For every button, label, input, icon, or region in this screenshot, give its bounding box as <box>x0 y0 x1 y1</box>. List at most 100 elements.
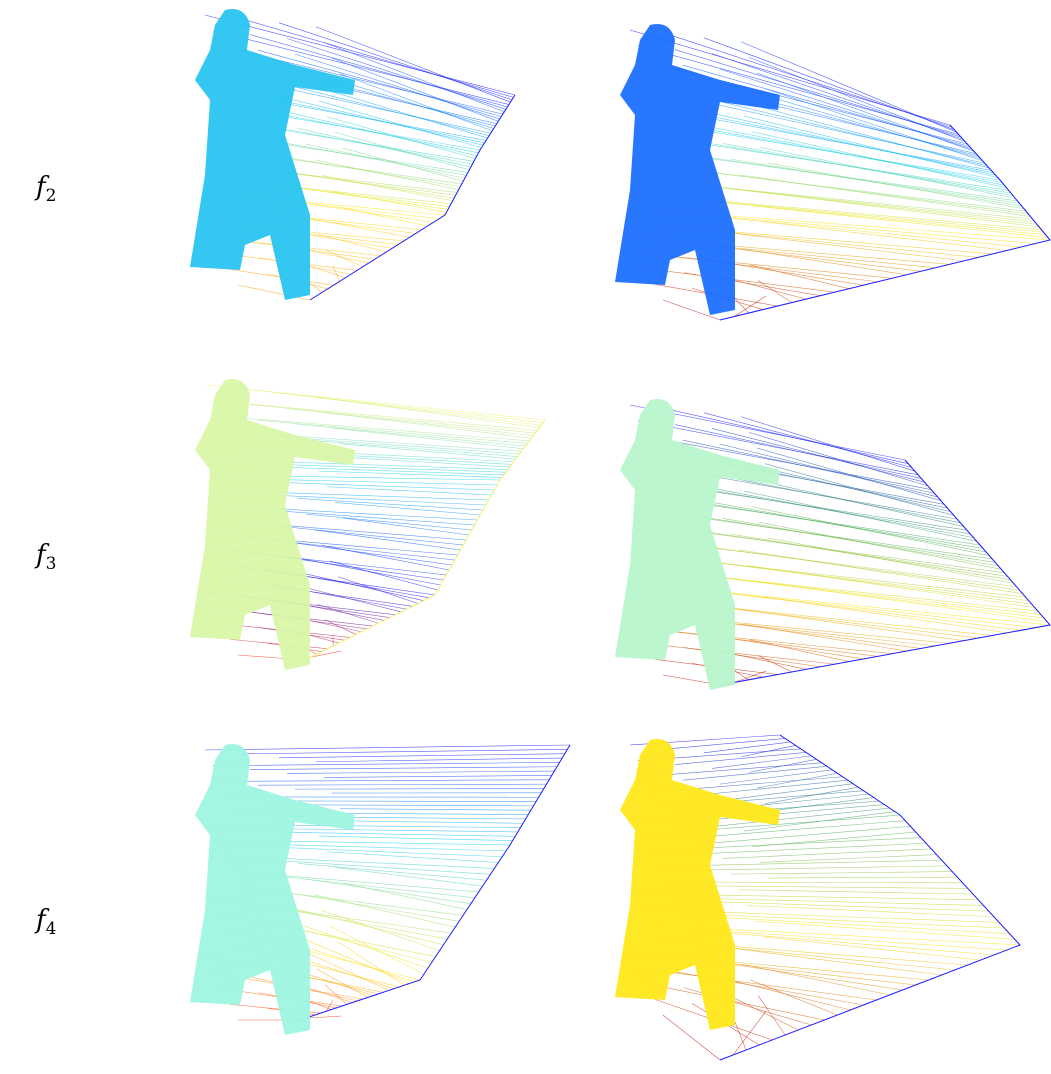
correspondence-line <box>310 650 342 658</box>
correspondence-line <box>323 412 532 439</box>
correspondence-line <box>703 412 912 468</box>
correspondence-line <box>257 783 547 786</box>
panel-r2-c0 <box>190 744 571 1035</box>
correspondence-line <box>746 905 994 918</box>
correspondence-line <box>308 953 389 991</box>
correspondence-line <box>682 766 827 781</box>
correspondence-line <box>696 229 979 258</box>
correspondence-line <box>672 557 1029 601</box>
correspondence-line <box>714 826 911 844</box>
correspondence-line <box>638 967 877 1001</box>
correspondence-line <box>260 494 486 506</box>
correspondence-line <box>738 174 1031 217</box>
correspondence-line <box>709 901 989 912</box>
correspondence-line <box>701 545 1020 591</box>
correspondence-line <box>212 400 538 431</box>
correspondence-line <box>696 944 955 971</box>
correspondence-line <box>662 299 721 321</box>
correspondence-line <box>746 565 1035 608</box>
correspondence-line <box>318 100 482 148</box>
correspondence-line <box>749 639 850 662</box>
correspondence-line <box>672 897 984 906</box>
correspondence-line <box>329 560 438 591</box>
correspondence-line <box>674 424 922 479</box>
correspondence-line <box>281 466 504 476</box>
correspondence-line <box>342 517 469 536</box>
correspondence-line <box>759 854 937 863</box>
correspondence-line <box>757 280 792 303</box>
correspondence-line <box>265 800 537 802</box>
body-mesh <box>190 744 355 1035</box>
correspondence-line <box>646 643 835 665</box>
correspondence-line <box>698 96 988 166</box>
correspondence-line <box>762 936 981 961</box>
correspondence-line <box>315 26 511 103</box>
correspondence-line <box>717 201 1046 236</box>
correspondence-line <box>331 427 524 449</box>
body-mesh <box>615 24 780 315</box>
correspondence-line <box>249 404 536 434</box>
correspondence-line <box>764 463 954 516</box>
correspondence-line <box>662 1014 721 1061</box>
correspondence-line <box>741 623 907 652</box>
correspondence-line <box>204 744 571 751</box>
body-mesh <box>615 399 780 690</box>
correspondence-line <box>316 603 379 624</box>
correspondence-line <box>241 749 568 755</box>
correspondence-line <box>315 757 563 763</box>
correspondence-line <box>734 295 767 317</box>
correspondence-line <box>725 217 1022 248</box>
row-label-f3: f3 <box>36 540 57 575</box>
correspondence-line <box>305 1015 342 1019</box>
correspondence-line <box>743 490 977 542</box>
correspondence-line <box>284 906 444 946</box>
correspondence-line <box>339 73 493 132</box>
correspondence-line <box>711 53 964 140</box>
correspondence-line <box>321 175 453 202</box>
correspondence-line <box>704 959 903 991</box>
correspondence-line <box>669 107 994 174</box>
correspondence-line <box>321 910 440 951</box>
correspondence-line <box>250 241 375 260</box>
correspondence-line <box>734 670 767 683</box>
correspondence-line <box>294 423 526 447</box>
correspondence-line <box>318 470 502 478</box>
correspondence-line <box>337 206 428 227</box>
correspondence-line <box>741 248 907 276</box>
correspondence-line <box>313 159 459 190</box>
correspondence-line <box>334 502 481 516</box>
correspondence-line <box>749 979 838 1016</box>
correspondence-line <box>696 604 979 639</box>
correspondence-line <box>725 932 994 956</box>
correspondence-line <box>339 443 516 460</box>
correspondence-line <box>329 925 425 975</box>
correspondence-line <box>316 968 368 998</box>
correspondence-line <box>646 983 825 1021</box>
correspondence-line <box>297 498 484 511</box>
correspondence-line <box>323 42 505 113</box>
correspondence-line <box>680 197 1044 233</box>
correspondence-line <box>709 561 1032 605</box>
correspondence-line <box>337 576 419 604</box>
correspondence-line <box>743 115 998 178</box>
correspondence-line <box>249 34 508 108</box>
correspondence-line <box>294 788 544 790</box>
correspondence-line <box>754 920 1015 940</box>
correspondence-line <box>318 835 513 841</box>
correspondence-line <box>241 18 514 98</box>
correspondence-line <box>751 506 990 556</box>
correspondence-line <box>237 284 311 301</box>
row-label-f4: f4 <box>36 905 57 940</box>
correspondence-line <box>727 783 854 801</box>
panel-r1-c1 <box>615 399 1051 690</box>
correspondence-line <box>278 392 542 426</box>
correspondence-line <box>646 268 835 293</box>
correspondence-line <box>764 786 859 804</box>
correspondence-line <box>703 37 955 131</box>
correspondence-line <box>757 995 786 1036</box>
correspondence-line <box>324 249 363 268</box>
correspondence-line <box>268 874 475 899</box>
correspondence-line <box>297 863 487 881</box>
correspondence-line <box>682 439 935 494</box>
correspondence-line <box>339 808 531 811</box>
